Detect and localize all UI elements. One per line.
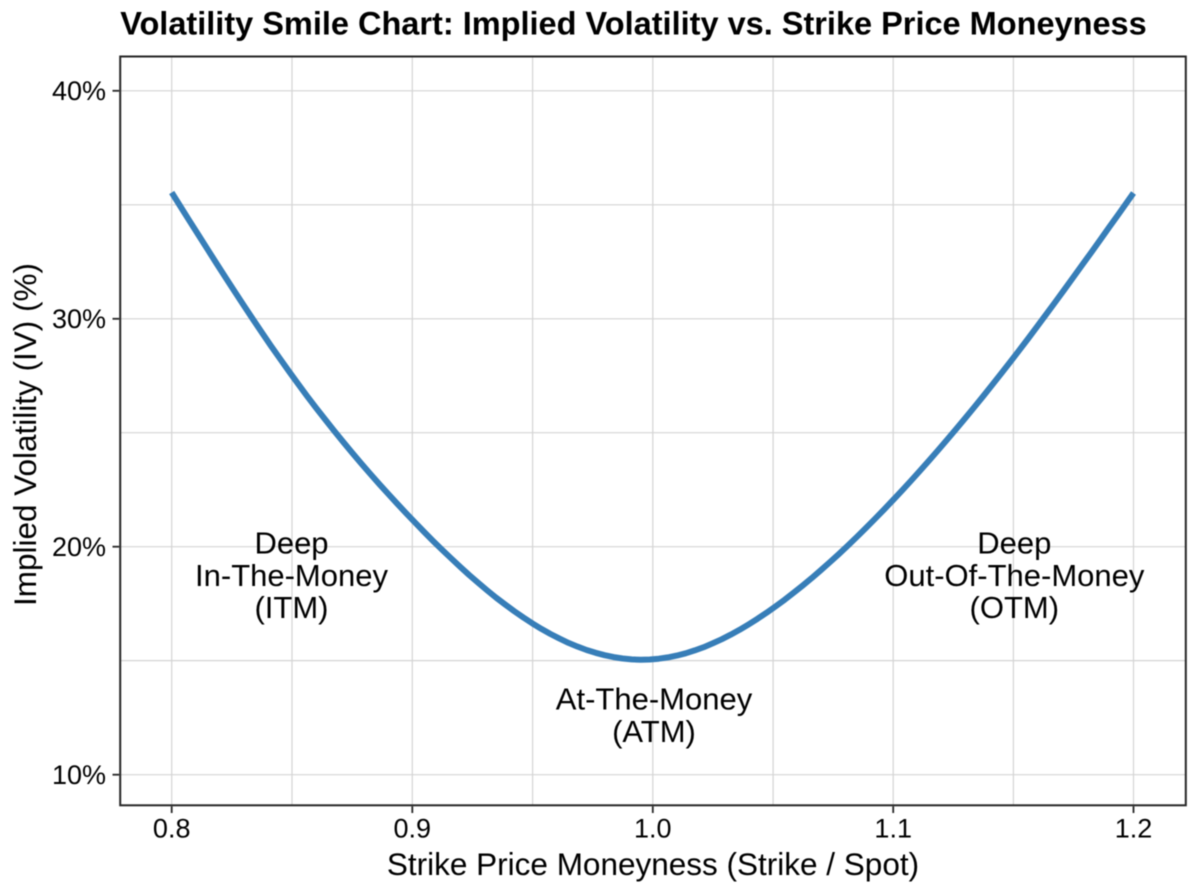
svg-text:(ITM): (ITM) xyxy=(254,590,328,625)
svg-text:40%: 40% xyxy=(52,76,106,106)
svg-text:In-The-Money: In-The-Money xyxy=(195,558,388,593)
svg-text:1.2: 1.2 xyxy=(1115,813,1153,843)
svg-text:Strike Price Moneyness (Strike: Strike Price Moneyness (Strike / Spot) xyxy=(387,846,919,882)
svg-text:1.0: 1.0 xyxy=(634,813,672,843)
svg-text:Deep: Deep xyxy=(977,525,1051,560)
svg-text:0.8: 0.8 xyxy=(153,813,191,843)
svg-text:10%: 10% xyxy=(52,760,106,790)
svg-text:At-The-Money: At-The-Money xyxy=(556,681,753,716)
svg-text:Implied Volatility (IV) (%): Implied Volatility (IV) (%) xyxy=(7,263,43,606)
svg-text:(ATM): (ATM) xyxy=(612,714,696,749)
svg-text:0.9: 0.9 xyxy=(394,813,432,843)
svg-text:20%: 20% xyxy=(52,532,106,562)
svg-text:1.1: 1.1 xyxy=(874,813,912,843)
svg-text:Volatility Smile Chart: Implie: Volatility Smile Chart: Implied Volatili… xyxy=(120,6,1146,42)
svg-text:(OTM): (OTM) xyxy=(970,590,1060,625)
svg-text:Out-Of-The-Money: Out-Of-The-Money xyxy=(884,558,1145,593)
svg-text:Deep: Deep xyxy=(254,525,328,560)
svg-text:30%: 30% xyxy=(52,304,106,334)
